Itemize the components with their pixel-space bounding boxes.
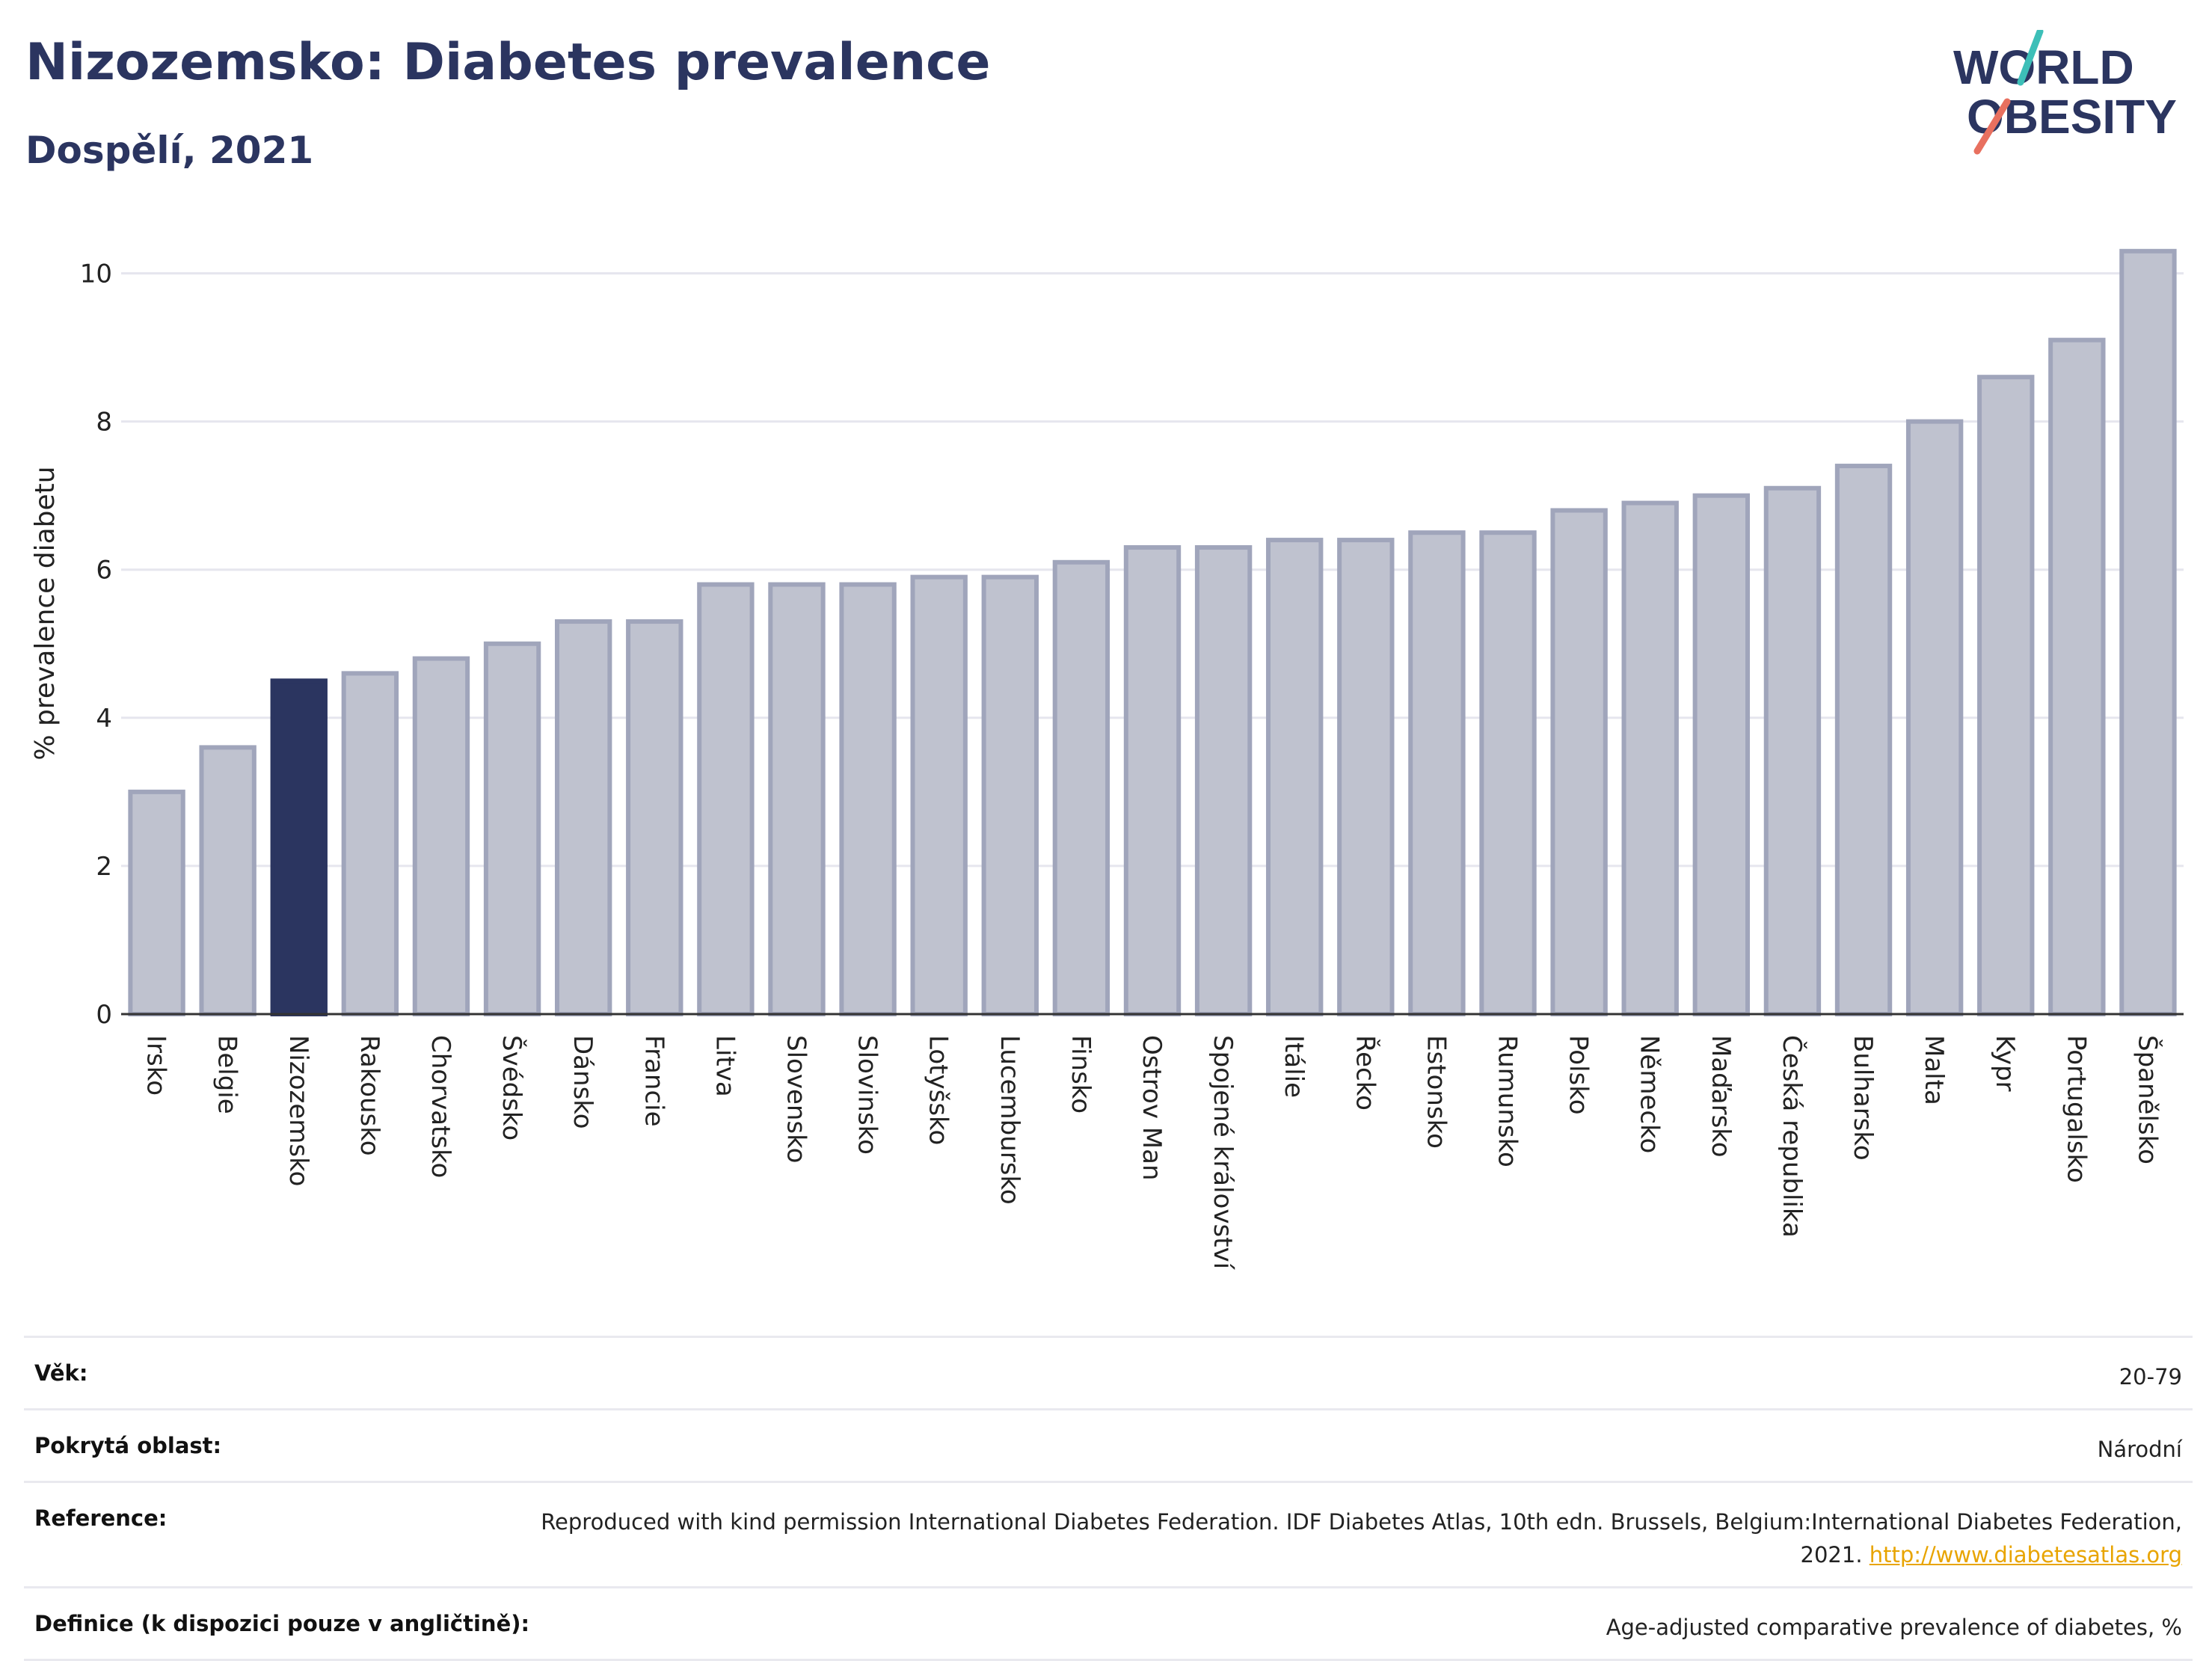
meta-key-definition: Definice (k dispozici pouze v angličtině… bbox=[34, 1611, 530, 1636]
y-tick-label: 2 bbox=[96, 852, 112, 882]
x-tick-label: Rumunsko bbox=[1493, 1035, 1523, 1167]
bar bbox=[270, 678, 328, 1016]
x-tick-label: Dánsko bbox=[568, 1035, 597, 1129]
bar bbox=[341, 671, 399, 1017]
bar bbox=[2048, 337, 2106, 1016]
bar-chart: 0 2 4 6 8 10 Irsko Belgie Nizozemsko Rakousko Cho… bbox=[30, 248, 2184, 1271]
bar bbox=[483, 641, 541, 1016]
y-tick-label: 10 bbox=[80, 260, 112, 289]
meta-row-definition: Definice (k dispozici pouze v angličtině… bbox=[24, 1586, 2193, 1661]
bar bbox=[981, 574, 1039, 1016]
x-tick-label: Polsko bbox=[1564, 1035, 1594, 1115]
x-tick-label: Malta bbox=[1919, 1035, 1949, 1105]
x-tick-label: Řecko bbox=[1350, 1035, 1380, 1111]
meta-value-reference: Reproduced with kind permission Internat… bbox=[537, 1505, 2182, 1571]
bar bbox=[626, 619, 683, 1016]
x-tick-label: Estonsko bbox=[1421, 1035, 1451, 1149]
meta-value-coverage: Národní bbox=[2097, 1437, 2182, 1462]
bar bbox=[1266, 538, 1324, 1016]
bar bbox=[1834, 464, 1893, 1016]
x-tick-label: Lotyšsko bbox=[924, 1035, 953, 1145]
logo-slash-coral bbox=[1973, 98, 2011, 155]
x-tick-label: Rakousko bbox=[354, 1035, 384, 1156]
chart-subtitle: Dospělí, 2021 bbox=[25, 129, 314, 172]
bar bbox=[1550, 508, 1608, 1016]
x-tick-label: Ostrov Man bbox=[1137, 1035, 1167, 1181]
x-tick-label: Francie bbox=[639, 1035, 669, 1127]
y-axis-label: % prevalence diabetu bbox=[30, 466, 61, 760]
x-tick-label: Španělsko bbox=[2132, 1035, 2163, 1164]
y-tick-label: 4 bbox=[96, 704, 112, 734]
x-tick-label: Litva bbox=[710, 1035, 740, 1097]
metadata-table: Věk: 20-79 Pokrytá oblast: Národní Refer… bbox=[24, 1336, 2193, 1661]
logo-slash-teal bbox=[2017, 30, 2044, 86]
x-tick-label: Finsko bbox=[1066, 1035, 1096, 1114]
y-tick-labels: 0 2 4 6 8 10 bbox=[80, 260, 112, 1030]
meta-value-age: 20-79 bbox=[2119, 1364, 2182, 1390]
meta-row-age: Věk: 20-79 bbox=[24, 1336, 2193, 1408]
x-tick-label: Nizozemsko bbox=[283, 1035, 313, 1186]
bar bbox=[412, 656, 470, 1016]
x-tick-label: Kypr bbox=[1990, 1035, 2020, 1092]
x-tick-label: Slovensko bbox=[781, 1035, 811, 1163]
bar bbox=[910, 574, 968, 1016]
bar bbox=[128, 789, 185, 1017]
world-obesity-logo: WORLD OBESITY bbox=[1953, 30, 2177, 155]
bar bbox=[1337, 538, 1395, 1016]
bars bbox=[121, 248, 2184, 1017]
x-tick-labels: Irsko Belgie Nizozemsko Rakousko Chorvatsko Š… bbox=[141, 1035, 2163, 1271]
bar bbox=[1052, 559, 1110, 1016]
bar bbox=[1692, 493, 1751, 1016]
x-tick-label: Belgie bbox=[212, 1035, 242, 1114]
y-tick-label: 6 bbox=[96, 556, 112, 586]
bar bbox=[697, 582, 755, 1016]
x-tick-label: Itálie bbox=[1279, 1035, 1309, 1098]
bar bbox=[1194, 545, 1253, 1016]
bar bbox=[2119, 248, 2177, 1016]
x-tick-label: Německo bbox=[1635, 1035, 1665, 1153]
x-tick-label: Spojené království bbox=[1208, 1035, 1238, 1271]
reference-text: Reproduced with kind permission Internat… bbox=[541, 1509, 2182, 1568]
x-tick-label: Portugalsko bbox=[2061, 1035, 2091, 1183]
logo-text-world: WORLD bbox=[1953, 40, 2134, 94]
bar bbox=[554, 619, 612, 1016]
meta-key-reference: Reference: bbox=[34, 1505, 168, 1531]
meta-row-coverage: Pokrytá oblast: Národní bbox=[24, 1408, 2193, 1481]
bar bbox=[199, 745, 256, 1017]
x-tick-label: Lucembursko bbox=[995, 1035, 1024, 1205]
x-tick-label: Slovinsko bbox=[852, 1035, 882, 1155]
bar bbox=[1621, 500, 1679, 1016]
bar bbox=[768, 582, 826, 1016]
x-tick-label: Maďarsko bbox=[1706, 1035, 1736, 1158]
x-tick-label: Chorvatsko bbox=[425, 1035, 455, 1178]
x-tick-label: Švédsko bbox=[497, 1035, 527, 1140]
bar bbox=[1408, 530, 1466, 1016]
reference-link[interactable]: http://www.diabetesatlas.org bbox=[1869, 1542, 2182, 1568]
x-tick-label: Bulharsko bbox=[1848, 1035, 1878, 1161]
bar bbox=[1123, 545, 1182, 1016]
meta-value-definition: Age-adjusted comparative prevalence of d… bbox=[1606, 1615, 2182, 1640]
meta-key-age: Věk: bbox=[34, 1360, 88, 1386]
chart-title: Nizozemsko: Diabetes prevalence bbox=[25, 33, 991, 92]
x-tick-label: Česká republika bbox=[1777, 1035, 1807, 1238]
meta-row-reference: Reference: Reproduced with kind permissi… bbox=[24, 1481, 2193, 1586]
bar bbox=[839, 582, 897, 1016]
x-tick-label: Irsko bbox=[141, 1035, 171, 1096]
bar bbox=[1763, 485, 1822, 1016]
y-tick-label: 0 bbox=[96, 1000, 112, 1030]
bar bbox=[1977, 375, 2035, 1016]
y-tick-label: 8 bbox=[96, 408, 112, 437]
meta-key-coverage: Pokrytá oblast: bbox=[34, 1433, 222, 1458]
bar bbox=[1479, 530, 1537, 1016]
bar bbox=[1905, 419, 1964, 1016]
